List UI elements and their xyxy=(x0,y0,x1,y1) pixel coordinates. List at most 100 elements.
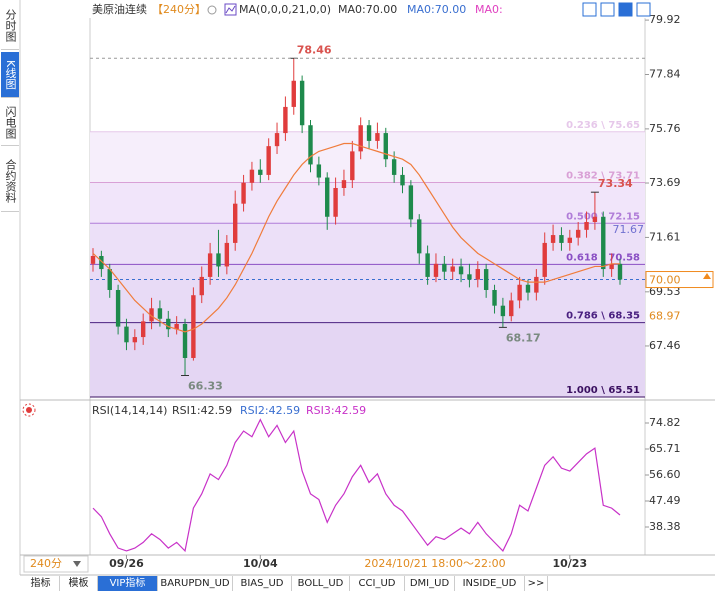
ma-line xyxy=(92,142,620,333)
candle-body xyxy=(400,174,405,186)
y-tick-label: 67.46 xyxy=(649,339,681,352)
candle-body xyxy=(601,216,606,270)
candle-body xyxy=(500,305,506,317)
ma-value: MA0:70.00 xyxy=(338,3,397,16)
rsi-title: RSI(14,14,14) xyxy=(92,404,167,417)
tab[interactable]: VIP指标 xyxy=(98,576,158,591)
candle-body xyxy=(132,337,138,343)
rsi-line xyxy=(92,418,621,553)
ma-marker: 68.97 xyxy=(649,309,681,322)
candle-body xyxy=(283,106,288,134)
candle-body xyxy=(425,253,430,277)
candle-body xyxy=(584,221,589,230)
tab[interactable]: DMI_UD xyxy=(405,576,455,591)
legend-entry: RSI1:42.59 xyxy=(172,404,232,417)
annotation: 73.34 xyxy=(598,177,633,190)
fib-label: 0.236 \ 75.65 xyxy=(566,120,640,131)
fib-label: 0.382 \ 73.71 xyxy=(566,171,640,182)
candle-body xyxy=(224,242,230,267)
annotation: 68.17 xyxy=(506,331,541,344)
candle-body xyxy=(442,263,447,272)
candle-body xyxy=(308,125,313,165)
candle-body xyxy=(433,263,439,277)
candle-body xyxy=(241,182,246,204)
ma-icon-line xyxy=(225,5,236,14)
ma-label: MA(0,0,0,21,0,0) xyxy=(239,3,331,16)
legend-entry: RSI2:42.59 xyxy=(240,404,300,417)
candle-body xyxy=(475,269,480,280)
candle-body xyxy=(199,276,204,296)
candle-body xyxy=(417,219,422,254)
sidebar-tab[interactable]: 分时图 xyxy=(1,2,19,50)
fib-zone xyxy=(90,322,645,397)
candle-body xyxy=(383,133,388,160)
candle-body xyxy=(333,187,338,217)
fib-label: 0.786 \ 68.35 xyxy=(566,311,640,322)
plot: 0.236 \ 75.650.382 \ 73.710.500 \ 72.150… xyxy=(90,13,714,570)
candle-body xyxy=(617,263,623,280)
settings-icon[interactable] xyxy=(207,5,217,15)
candle-body xyxy=(207,253,213,277)
last-price-label: 70.00 xyxy=(649,274,681,287)
candle-body xyxy=(174,323,179,330)
symbol: 美原油连续 xyxy=(92,2,147,16)
crosshair-label: 2024/10/21 18:00～22:00 xyxy=(364,557,505,570)
period-select-label[interactable]: 240分 xyxy=(30,557,62,570)
candle-body xyxy=(291,80,296,107)
tab[interactable]: BARUPDN_UD xyxy=(158,576,233,591)
candle-body xyxy=(366,125,372,141)
rsi-icon xyxy=(22,403,36,417)
tab[interactable]: BOLL_UD xyxy=(292,576,350,591)
sidebar-tab[interactable]: 闪电图 xyxy=(1,100,19,146)
fib-zone xyxy=(90,264,645,323)
tool-button[interactable] xyxy=(582,2,597,17)
tab[interactable]: INSIDE_UD xyxy=(455,576,525,591)
candle-body xyxy=(341,180,347,188)
tool-button[interactable] xyxy=(600,2,615,17)
rsi-icon xyxy=(26,407,32,413)
candle-body xyxy=(182,323,188,358)
tab[interactable]: >> xyxy=(525,576,548,591)
candle-body xyxy=(233,203,238,243)
candle-body xyxy=(90,255,96,264)
annotation: 78.46 xyxy=(297,43,332,56)
tool-button[interactable] xyxy=(636,2,651,17)
candle-body xyxy=(391,159,397,175)
tab[interactable]: CCI_UD xyxy=(350,576,405,591)
x-tick-label: 10/23 xyxy=(552,557,587,570)
candle-body xyxy=(124,326,129,343)
tab[interactable]: 模板 xyxy=(60,576,98,591)
candle-body xyxy=(525,284,531,293)
sidebar-tab[interactable]: 合约资料 xyxy=(1,150,19,212)
price-marker xyxy=(703,273,711,279)
candle-body xyxy=(216,253,221,267)
period-select[interactable] xyxy=(23,555,89,573)
candle-body xyxy=(258,169,263,175)
y-tick-label: 69.53 xyxy=(649,285,681,298)
y-tick-label: 74.82 xyxy=(649,416,681,429)
toolbar xyxy=(582,2,651,17)
candle-body xyxy=(115,289,121,327)
fib-zone xyxy=(90,223,645,265)
x-tick-label: 10/04 xyxy=(243,557,278,570)
candle-body xyxy=(325,177,330,217)
candle-body xyxy=(266,146,271,175)
candle-body xyxy=(375,133,380,141)
candle-body xyxy=(483,269,489,290)
candle-body xyxy=(450,266,455,272)
candle-body xyxy=(517,284,522,301)
side-label: 71.67 xyxy=(613,223,645,236)
y-tick-label: 77.84 xyxy=(649,67,681,80)
candle-body xyxy=(157,308,163,319)
tool-button[interactable] xyxy=(618,2,633,17)
candle-body xyxy=(509,300,514,317)
sidebar-tab[interactable]: K线图 xyxy=(1,52,19,98)
tab[interactable]: 指标 xyxy=(22,576,60,591)
candle-body xyxy=(458,266,464,275)
candle-body xyxy=(467,274,472,280)
ma-value: MA0:70.00 xyxy=(407,3,466,16)
period: 【240分】 xyxy=(152,3,206,16)
candle-body xyxy=(140,321,146,338)
candle-body xyxy=(408,185,414,220)
tab[interactable]: BIAS_UD xyxy=(233,576,292,591)
